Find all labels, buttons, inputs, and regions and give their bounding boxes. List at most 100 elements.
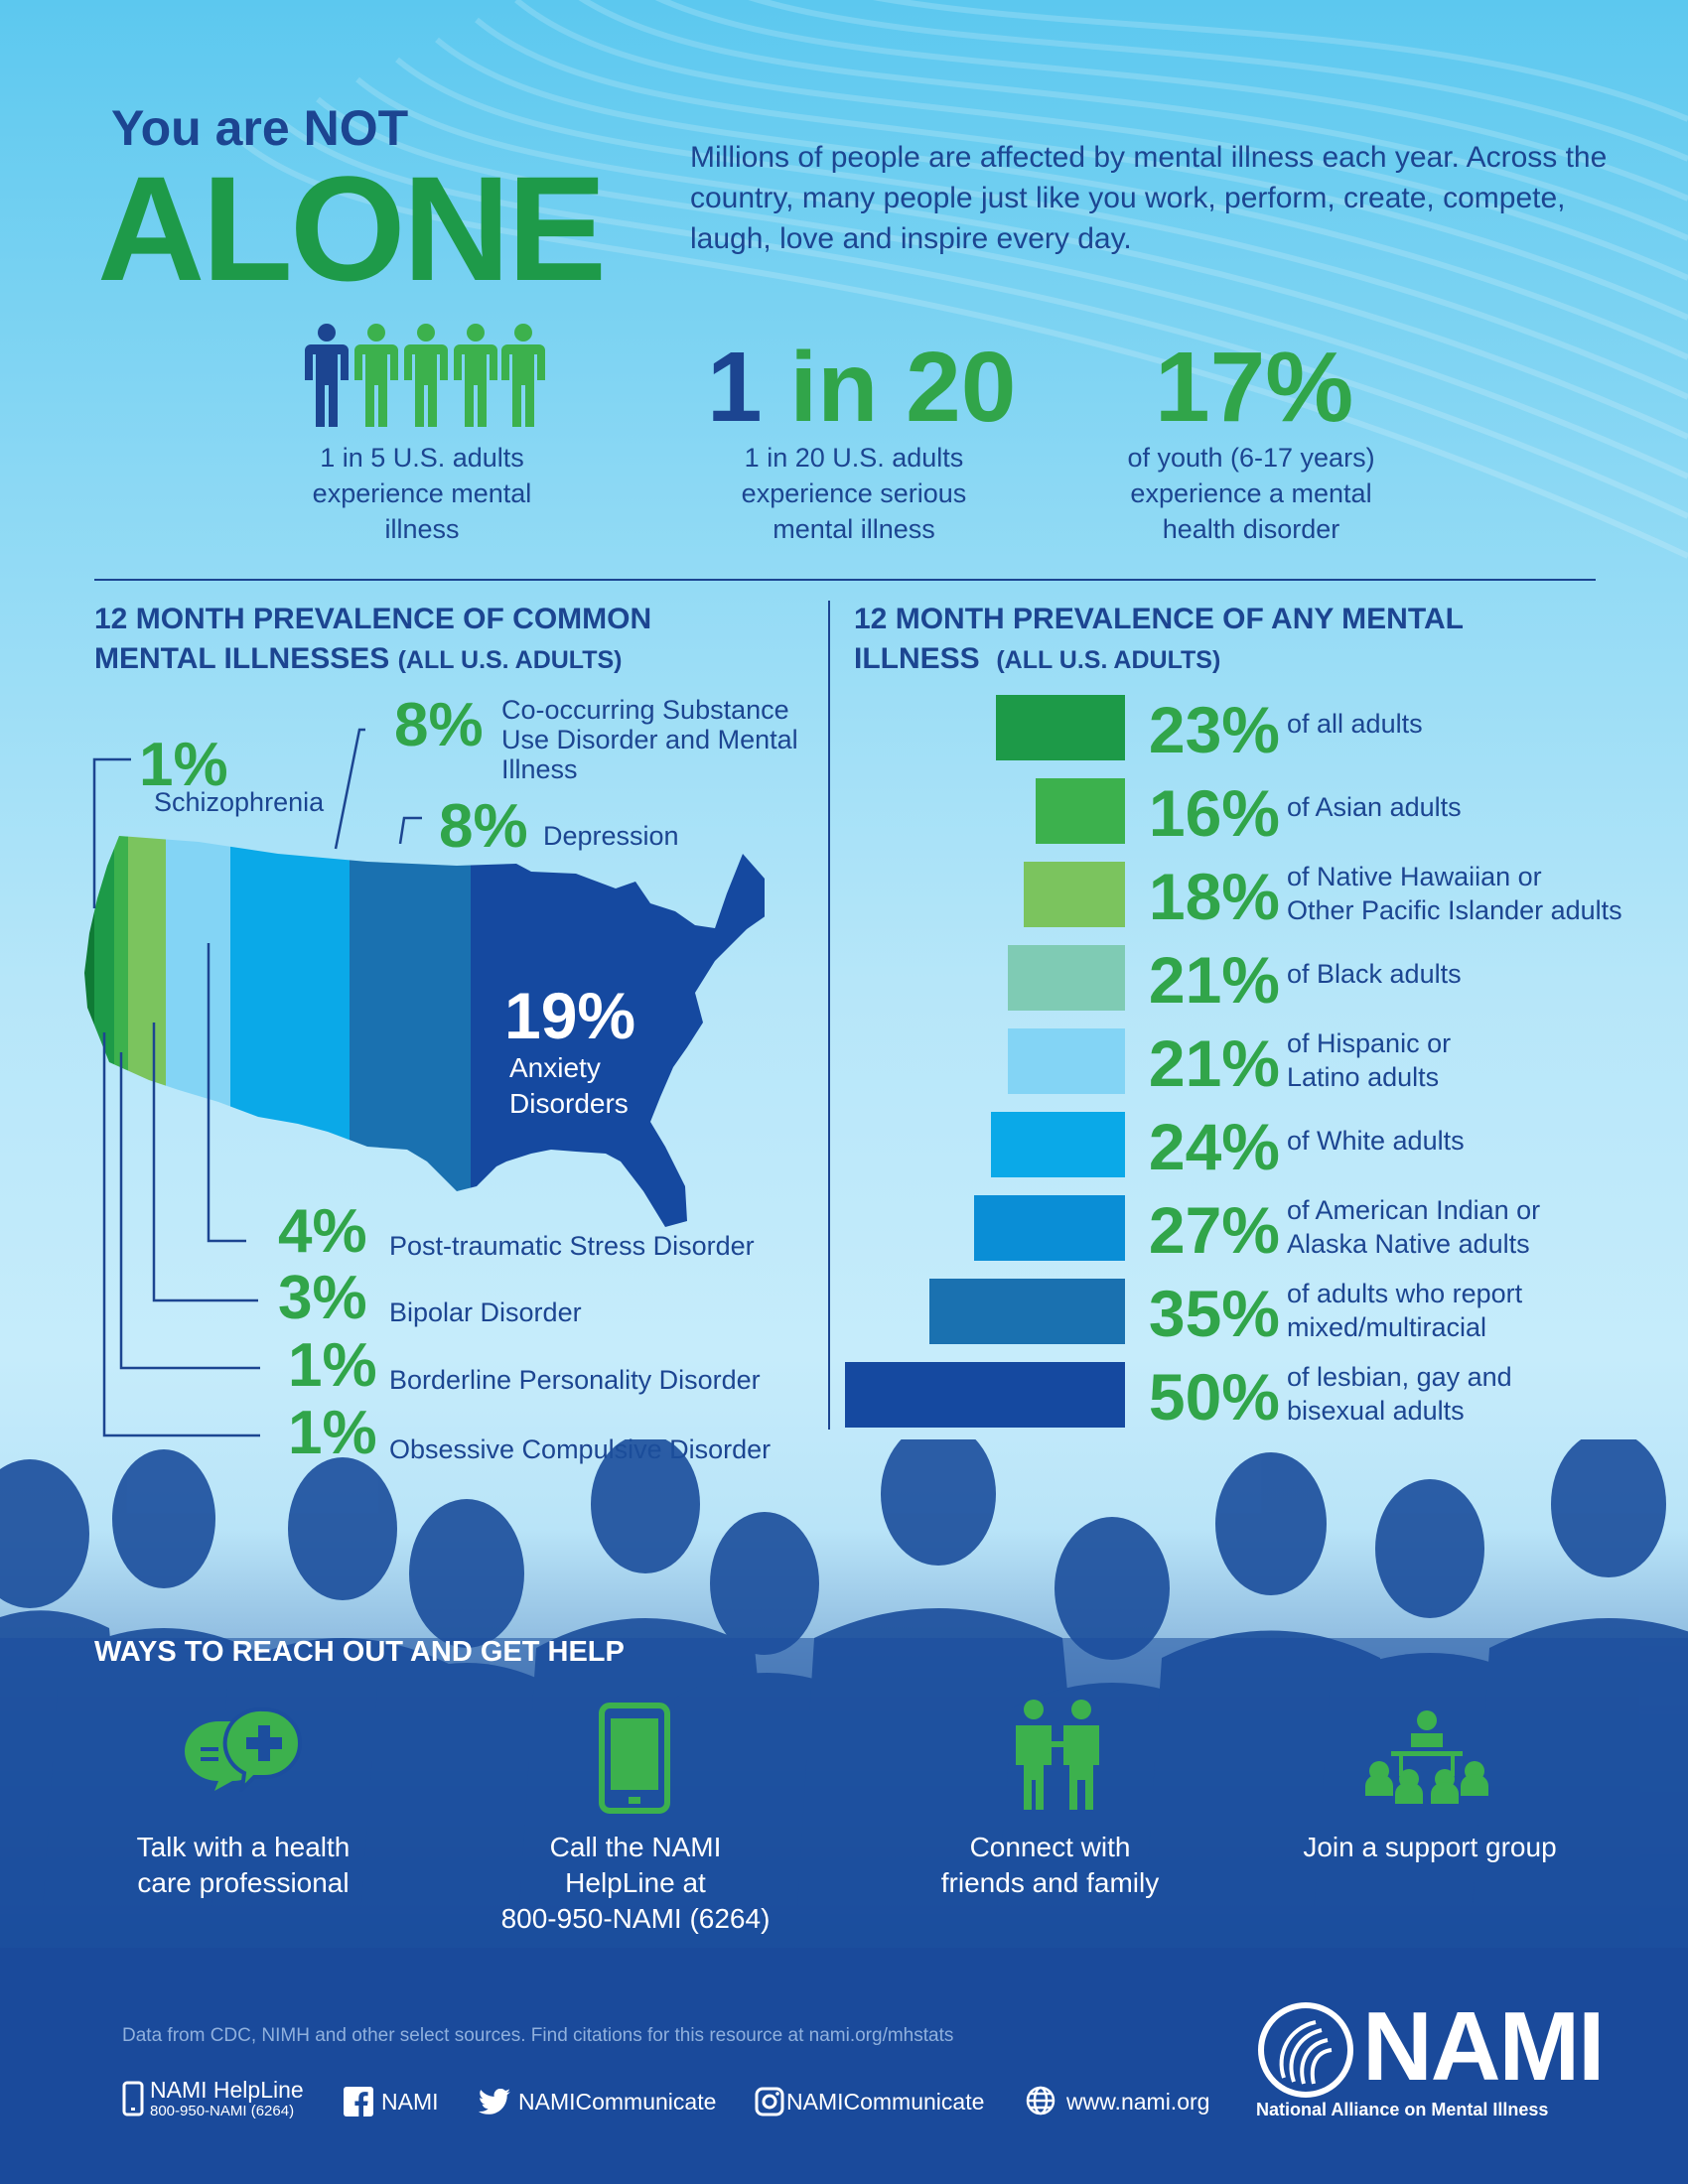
bar-category-label-3: of Black adults [1287,959,1462,989]
nami-logo-icon [1258,2002,1353,2098]
support-group-icon [1365,1710,1488,1804]
ptsd-pct: 4% [278,1197,367,1266]
help-call-line1: Call the NAMI [549,1832,722,1862]
prevalence-bar-chart: 23% of all adults 16% of Asian adults 18% of … [834,695,1688,1439]
bar-0 [996,695,1125,760]
help-section-title: WAYS TO REACH OUT AND GET HELP [94,1636,625,1668]
help-talk-line1: Talk with a health [136,1832,351,1862]
depression-label: Depression [543,821,679,851]
anxiety-pct: 19% [504,979,636,1052]
bar-5 [991,1112,1125,1177]
ocd-pct: 1% [288,1399,377,1467]
bar-value-label-4: 21% [1148,1026,1280,1100]
twitter-handle: NAMICommunicate [518,2089,717,2115]
footer-citation-note: Data from CDC, NIMH and other select sou… [122,2025,954,2046]
bar-8 [845,1362,1125,1428]
people-silhouettes [0,1439,1688,1956]
help-call-line3: 800-950-NAMI (6264) [500,1903,771,1934]
bar-6 [974,1195,1125,1261]
depression-pct: 8% [439,792,528,861]
phone-small-icon [122,2081,144,2116]
stat-big-2: 1 in 20 [707,338,1016,437]
borderline-pct: 1% [288,1331,377,1400]
stat-big-2-part1: 1 [707,332,763,443]
bar-category-label-7: of adults who report mixed/multiracial [1287,1279,1523,1342]
people-icon [305,324,545,427]
help-connect-line1: Connect with [969,1832,1131,1862]
cooccurring-label: Co-occurring Substance Use Disorder and … [501,695,798,784]
globe-icon [1026,2086,1055,2116]
stat-big-2-part2: in 20 [789,332,1017,443]
helpline-number: 800-950-NAMI (6264) [150,2103,295,2119]
map-leader-lines [92,728,365,1437]
ocd-label: Obsessive Compulsive Disorder [389,1434,772,1464]
ptsd-label: Post-traumatic Stress Disorder [389,1231,755,1261]
stat-big-3: 17% [1155,332,1354,443]
friends-family-icon [1016,1700,1099,1810]
bar-category-label-8: of lesbian, gay and bisexual adults [1287,1362,1512,1426]
help-group-label: Join a support group [1266,1830,1594,1865]
bar-1 [1036,778,1125,844]
title-big: ALONE [97,145,607,312]
bar-3 [1008,945,1125,1011]
chat-plus-icon [185,1707,302,1792]
stat-caption-1: 1 in 5 U.S. adults experience mental ill… [312,443,532,544]
bar-7 [929,1279,1125,1344]
bar-4 [1008,1028,1125,1094]
instagram-handle: NAMICommunicate [786,2089,985,2115]
website-url: www.nami.org [1066,2089,1210,2115]
bar-value-label-3: 21% [1148,943,1280,1017]
bar-category-label-5: of White adults [1287,1126,1465,1156]
bar-category-label-0: of all adults [1287,709,1423,739]
right-title-suffix: (ALL U.S. ADULTS) [996,646,1221,674]
help-connect-line2: friends and family [940,1867,1160,1898]
bar-value-label-1: 16% [1148,776,1280,850]
bar-value-label-2: 18% [1148,860,1280,933]
left-title-line1: 12 MONTH PREVALENCE OF COMMON [94,603,652,635]
bar-value-label-8: 50% [1148,1360,1280,1433]
help-talk-line2: care professional [137,1867,350,1898]
background-waves [236,0,1688,559]
nami-logo-subtitle: National Alliance on Mental Illness [1256,2100,1549,2119]
stat-caption-3: of youth (6-17 years) experience a menta… [1127,443,1375,544]
footer [0,1948,1688,2184]
schizophrenia-pct: 1% [139,731,228,799]
phone-icon [599,1703,670,1814]
helpline-title: NAMI HelpLine [150,2077,304,2103]
facebook-icon [344,2087,373,2116]
title-small: You are NOT [111,100,409,156]
help-connect-label: Connect with friends and family [899,1830,1201,1901]
nami-logo-text: NAMI [1362,1991,1605,2101]
right-title-line1: 12 MONTH PREVALENCE OF ANY MENTAL [854,603,1464,635]
column-divider [828,601,830,1430]
bar-category-label-6: of American Indian or Alaska Native adult… [1287,1195,1541,1259]
bar-category-label-4: of Hispanic or Latino adults [1287,1028,1452,1092]
us-map-graphic [84,836,765,1227]
right-section-title: 12 MONTH PREVALENCE OF ANY MENTAL ILLNES… [854,600,1464,680]
anxiety-label: Anxiety Disorders [509,1052,629,1119]
bar-value-label-7: 35% [1148,1277,1280,1350]
cooccurring-pct: 8% [394,691,484,759]
help-call-label: Call the NAMI HelpLine at 800-950-NAMI (… [477,1830,794,1937]
left-title-suffix: (ALL U.S. ADULTS) [397,646,623,674]
bar-category-label-2: of Native Hawaiian or Other Pacific Islan… [1287,862,1622,925]
left-title-line2: MENTAL ILLNESSES [94,642,390,675]
bar-value-label-0: 23% [1148,693,1280,766]
facebook-handle: NAMI [381,2089,439,2115]
stat-caption-2: 1 in 20 U.S. adults experience serious m… [741,443,967,544]
bipolar-pct: 3% [278,1264,367,1332]
right-title-line2: ILLNESS [854,642,980,675]
section-divider [94,579,1596,581]
instagram-icon [755,2087,784,2116]
left-section-title: 12 MONTH PREVALENCE OF COMMON MENTAL ILL… [94,600,651,680]
twitter-icon [479,2089,510,2115]
help-group-line1: Join a support group [1303,1832,1557,1862]
bipolar-label: Bipolar Disorder [389,1297,582,1327]
help-call-line2: HelpLine at [565,1867,706,1898]
borderline-label: Borderline Personality Disorder [389,1365,761,1395]
intro-text: Millions of people are affected by menta… [690,141,1608,255]
bar-category-label-1: of Asian adults [1287,792,1462,822]
depression-leader [398,816,422,844]
bar-2 [1024,862,1125,927]
